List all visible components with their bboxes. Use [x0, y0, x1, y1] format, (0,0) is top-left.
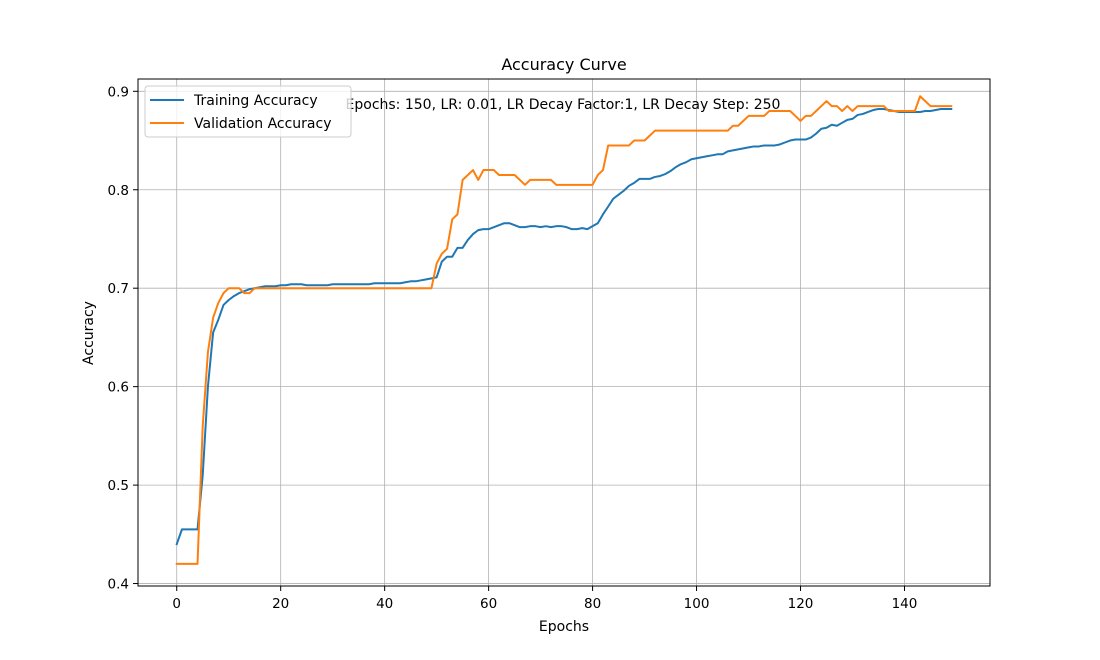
y-tick-label: 0.4	[108, 577, 129, 593]
x-tick-label: 140	[892, 596, 918, 612]
legend-label-training: Training Accuracy	[193, 93, 318, 109]
x-tick-label: 20	[272, 596, 289, 612]
x-tick-label: 60	[480, 596, 497, 612]
y-tick-label: 0.9	[108, 84, 129, 100]
validation-accuracy-line	[175, 95, 953, 565]
x-tick-label: 80	[584, 596, 601, 612]
chart-title: Accuracy Curve	[501, 55, 626, 74]
grid	[138, 79, 990, 586]
y-tick-label: 0.8	[108, 183, 129, 199]
y-tick-label: 0.7	[108, 281, 129, 297]
legend-label-validation: Validation Accuracy	[194, 116, 332, 132]
series-lines	[175, 95, 953, 565]
y-tick-label: 0.6	[108, 380, 129, 396]
training-accuracy-line	[175, 108, 953, 546]
axis-ticks: 0 20 40 60 80 100 120 140 0.4 0.5 0.6 0.7 0.8 0.9	[108, 84, 918, 612]
x-tick-label: 40	[376, 596, 393, 612]
legend-box	[144, 85, 352, 138]
y-axis-label: Accuracy	[81, 301, 97, 365]
legend: Training Accuracy Validation Accuracy	[144, 85, 352, 138]
y-tick-label: 0.5	[108, 478, 129, 494]
x-tick-label: 0	[172, 596, 181, 612]
hyperparameter-annotation: Epochs: 150, LR: 0.01, LR Decay Factor:1…	[346, 97, 781, 113]
plot-frame	[137, 78, 991, 587]
x-tick-label: 100	[684, 596, 710, 612]
x-tick-label: 120	[788, 596, 814, 612]
x-axis-label: Epochs	[539, 619, 589, 635]
